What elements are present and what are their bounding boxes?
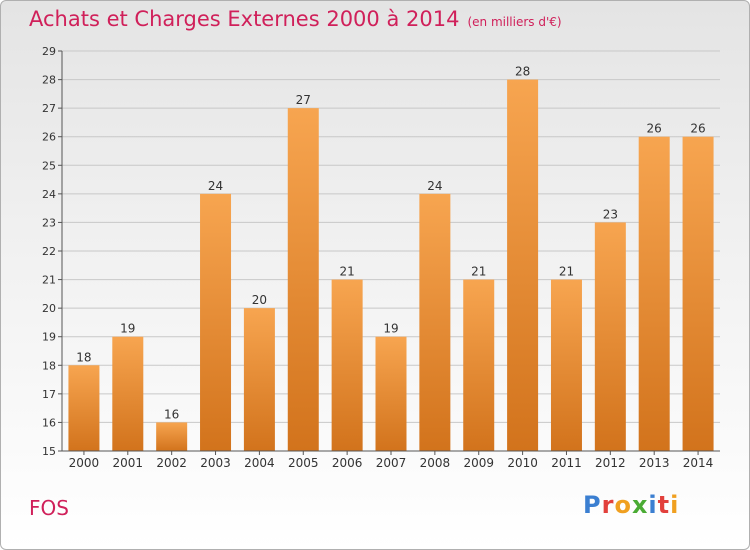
x-tick-label: 2009	[463, 456, 494, 470]
chart-subtitle: (en milliers d'€)	[467, 15, 562, 29]
bar-value-label: 18	[76, 350, 91, 364]
bar-value-label: 19	[120, 322, 135, 336]
bar	[638, 136, 670, 451]
bar	[550, 279, 582, 451]
bar-value-label: 21	[559, 265, 574, 279]
bar-value-label: 26	[647, 122, 662, 136]
y-tick-label: 17	[42, 388, 56, 401]
y-tick-label: 24	[42, 188, 56, 201]
chart-title-text: Achats et Charges Externes 2000 à 2014	[29, 7, 460, 31]
bar	[243, 308, 275, 451]
bar	[682, 136, 714, 451]
bar	[68, 365, 100, 451]
chart-title: Achats et Charges Externes 2000 à 2014 (e…	[29, 7, 562, 31]
x-tick-label: 2014	[683, 456, 714, 470]
y-tick-label: 22	[42, 245, 56, 258]
x-tick-label: 2012	[595, 456, 626, 470]
y-tick-label: 28	[42, 74, 56, 87]
logo-letter: P	[583, 491, 602, 519]
x-tick-label: 2000	[69, 456, 100, 470]
axis-layer: 15 16 17 18 19 20 21 22 23 24 25 26 27 28 29 2000 2001 20…	[42, 45, 720, 470]
x-tick-label: 2008	[420, 456, 451, 470]
bar-value-label: 21	[339, 265, 354, 279]
bar-value-label: 28	[515, 65, 530, 79]
x-tick-label: 2011	[551, 456, 582, 470]
bar	[156, 422, 188, 451]
y-tick-label: 27	[42, 102, 56, 115]
bar-value-label: 24	[208, 179, 223, 193]
bar	[594, 222, 626, 451]
x-tick-label: 2001	[113, 456, 144, 470]
bar	[375, 336, 407, 451]
y-tick-label: 23	[42, 216, 56, 229]
y-tick-label: 25	[42, 159, 56, 172]
bar-value-label: 19	[383, 322, 398, 336]
y-tick-label: 20	[42, 302, 56, 315]
bar	[200, 193, 232, 451]
bar-value-label: 26	[690, 122, 705, 136]
bar	[419, 193, 451, 451]
x-tick-label: 2003	[200, 456, 231, 470]
bar-value-label: 27	[296, 93, 311, 107]
proxiti-logo[interactable]: Proxiti	[583, 491, 679, 519]
y-tick-label: 16	[42, 416, 56, 429]
bar-value-label: 21	[471, 265, 486, 279]
logo-letter: i	[670, 491, 680, 519]
logo-letter: o	[614, 491, 632, 519]
y-tick-label: 26	[42, 131, 56, 144]
bar-value-label: 23	[603, 207, 618, 221]
x-tick-label: 2006	[332, 456, 363, 470]
x-tick-label: 2007	[376, 456, 407, 470]
logo-letter: i	[648, 491, 658, 519]
bar	[507, 79, 539, 452]
x-tick-label: 2013	[639, 456, 670, 470]
x-tick-label: 2010	[507, 456, 538, 470]
bar-layer: 18 19 16 24 20 27 21 19 24 21 28 21 23 26 26	[68, 65, 714, 452]
bar-value-label: 20	[252, 293, 267, 307]
bar-value-label: 24	[427, 179, 442, 193]
bar	[112, 336, 144, 451]
bar-value-label: 16	[164, 407, 179, 421]
y-tick-label: 19	[42, 331, 56, 344]
x-tick-label: 2002	[156, 456, 187, 470]
x-tick-label: 2005	[288, 456, 319, 470]
y-tick-label: 29	[42, 45, 56, 58]
y-tick-label: 21	[42, 274, 56, 287]
logo-letter: r	[601, 491, 615, 519]
logo-letter: x	[631, 491, 649, 519]
y-tick-label: 18	[42, 359, 56, 372]
bar	[463, 279, 495, 451]
bar	[287, 108, 319, 452]
logo-letter: t	[657, 491, 671, 519]
bar	[331, 279, 363, 451]
y-tick-label: 15	[42, 445, 56, 458]
commune-name: FOS	[29, 496, 69, 520]
x-tick-label: 2004	[244, 456, 275, 470]
